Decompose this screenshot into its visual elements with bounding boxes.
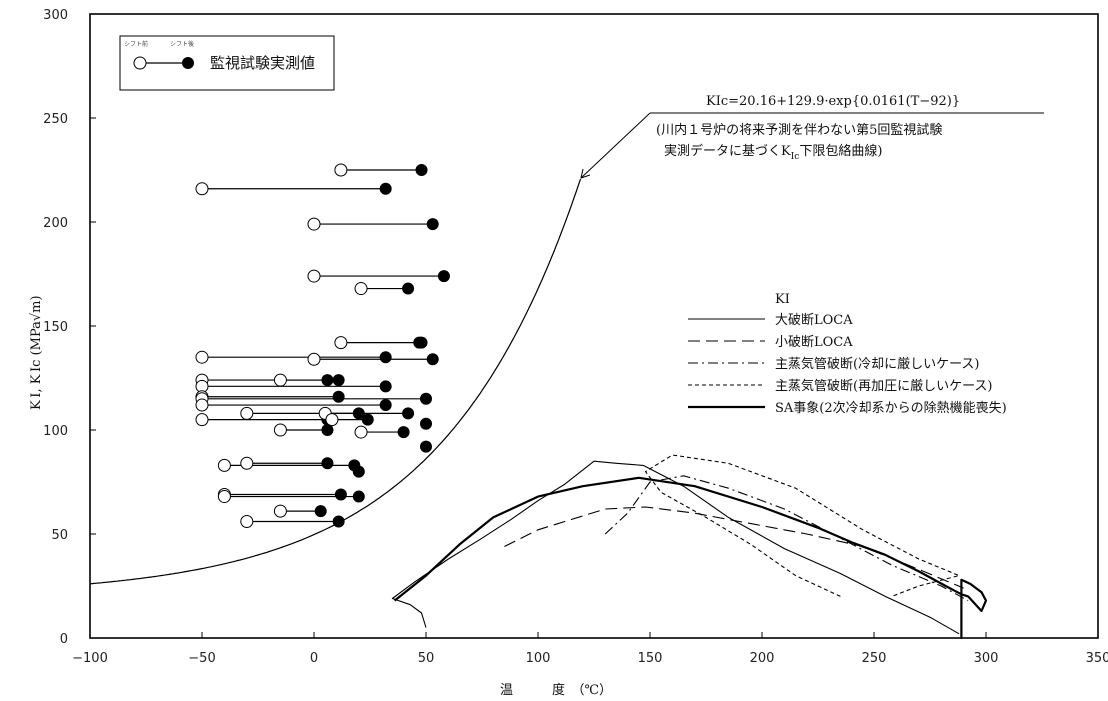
before-shift-point [325,413,339,427]
legend-item-label: 主蒸気管破断(冷却に厳しいケース) [775,356,980,372]
after-shift-point [332,390,345,403]
before-shift-point [307,217,321,231]
x-tick-label: 350 [1086,651,1108,666]
before-shift-point [240,515,254,529]
legend-surveillance-label: 監視試験実測値 [210,54,315,72]
kic-note-line2: 実測データに基づくKIc下限包絡曲線) [664,143,882,162]
after-shift-point [314,505,327,518]
before-shift-point [195,350,209,364]
after-shift-point [321,424,334,436]
transient-series-line [604,475,969,602]
x-tick-label: 300 [974,651,999,666]
after-shift-point [379,380,392,393]
after-shift-point [426,353,439,366]
kic-formula: KIc=20.16+129.9·exp{0.0161(T−92)} [706,94,960,109]
after-shift-point [379,351,392,364]
after-shift-point [437,270,450,283]
transient-series-line [393,476,988,640]
legend-open-circle [133,56,147,70]
after-shift-point [361,413,374,426]
transient-legend-title: KI [775,292,790,307]
after-shift-point [379,399,392,412]
x-tick-label: 0 [310,651,318,666]
y-tick-label: 0 [60,632,68,647]
surveillance-legend: シフト前 シフト後 監視試験実測値 [119,35,335,91]
y-tick-label: 250 [43,112,68,127]
after-shift-point [415,164,428,176]
after-shift-point [334,488,347,501]
x-tick-label: 150 [638,651,663,666]
kic-annotation: KIc=20.16+129.9·exp{0.0161(T−92)} (川内１号炉… [580,94,1044,179]
legend-before-label: シフト前 [124,40,148,48]
after-shift-point [332,515,345,528]
before-shift-point [354,425,368,439]
before-shift-point [217,490,231,504]
after-shift-point [420,440,432,453]
legend-filled-circle [182,57,194,69]
kic-note-line2-start: 実測データに基づくK [664,143,791,159]
after-shift-point [332,374,345,387]
before-shift-point [240,406,254,420]
legend-item-label: 主蒸気管破断(再加圧に厳しいケース) [775,378,993,394]
legend-item-label: SA事象(2次冷却系からの除熱機能喪失) [775,400,1007,416]
legend-after-label: シフト後 [170,40,194,48]
after-shift-point [426,218,439,231]
y-tick-label: 300 [43,8,68,23]
transient-series-line [391,460,960,635]
before-shift-point [307,352,321,366]
before-shift-point [273,373,287,387]
before-shift-point [273,423,287,437]
before-shift-point [307,269,321,283]
legend-item-label: 大破断LOCA [775,313,853,328]
x-tick-label: 50 [418,651,435,666]
before-shift-point [195,182,209,196]
before-shift-point [334,336,348,350]
legend-item-label: 小破断LOCA [775,335,853,350]
after-shift-point [379,182,392,195]
transient-series-line [644,454,960,597]
x-tick-label: 100 [526,651,551,666]
before-shift-point [354,282,368,296]
after-shift-point [420,417,432,430]
x-axis-ticks: −100 −50 0 50 100 150 200 250 300 350 [72,632,1108,666]
kic-note-line2-end: 下限包絡曲線) [799,143,882,159]
after-shift-point [402,282,415,295]
after-shift-point [397,426,410,439]
after-shift-point [415,336,428,349]
x-tick-label: 200 [750,651,775,666]
y-tick-label: 100 [43,424,68,439]
after-shift-point [352,465,365,478]
y-tick-label: 150 [43,320,68,335]
kic-note-subscript: Ic [791,152,800,162]
x-tick-label: 250 [862,651,887,666]
kic-note-line1: (川内１号炉の将来予測を伴わない第5回監視試験 [656,122,942,138]
transient-series-line [504,506,964,589]
surveillance-data [195,163,450,529]
x-tick-label: −100 [72,651,108,666]
after-shift-point [420,392,432,405]
y-axis-ticks: 0 50 100 150 200 250 300 [43,8,96,647]
y-tick-label: 200 [43,216,68,231]
before-shift-point [195,413,209,427]
after-shift-point [321,457,334,470]
after-shift-point [352,490,365,503]
before-shift-point [240,456,254,470]
after-shift-point [352,407,365,420]
before-shift-point [217,458,231,472]
transient-curves [391,454,988,640]
x-tick-label: −50 [188,651,215,666]
annotation-leader [580,112,651,179]
x-axis-label: 温 度 （℃） [500,682,612,698]
y-axis-label: K I, K Ic (MPa√m) [29,295,44,410]
y-tick-label: 50 [51,528,68,543]
transient-legend: KI 大破断LOCA 小破断LOCA 主蒸気管破断(冷却に厳しいケース) 主蒸気管破断… [688,292,1007,416]
annotation-arrowhead [580,168,591,179]
after-shift-point [402,407,415,420]
before-shift-point [273,504,287,518]
before-shift-point [195,398,209,412]
before-shift-point [334,163,348,177]
